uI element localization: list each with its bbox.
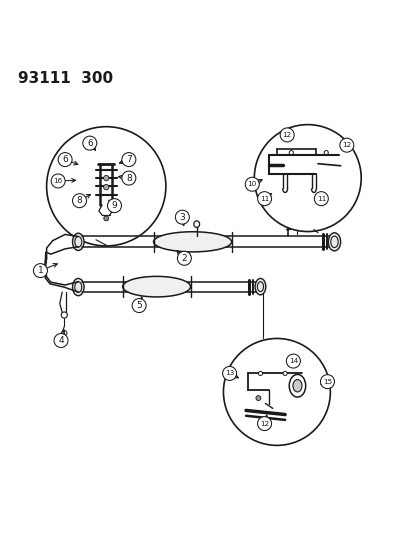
Ellipse shape	[328, 233, 340, 251]
Ellipse shape	[292, 379, 301, 392]
Ellipse shape	[282, 372, 287, 375]
Text: 11: 11	[259, 196, 268, 201]
Text: 8: 8	[76, 196, 82, 205]
Text: 12: 12	[259, 421, 268, 426]
Circle shape	[72, 193, 86, 208]
Ellipse shape	[61, 312, 67, 318]
Circle shape	[223, 338, 330, 446]
Circle shape	[320, 375, 334, 389]
Ellipse shape	[153, 232, 231, 252]
Ellipse shape	[255, 395, 260, 401]
Circle shape	[58, 152, 72, 167]
Text: 4: 4	[58, 336, 64, 345]
Circle shape	[177, 251, 191, 265]
Text: 6: 6	[62, 155, 68, 164]
Circle shape	[121, 171, 135, 185]
Text: 3: 3	[179, 213, 185, 222]
Ellipse shape	[72, 278, 84, 296]
Ellipse shape	[103, 184, 109, 190]
Circle shape	[254, 125, 360, 231]
Ellipse shape	[323, 150, 328, 155]
Circle shape	[286, 354, 299, 368]
Text: 13: 13	[224, 370, 234, 376]
Ellipse shape	[258, 372, 262, 375]
Circle shape	[33, 264, 47, 278]
Circle shape	[244, 177, 259, 191]
Circle shape	[280, 128, 294, 142]
Text: 93111  300: 93111 300	[18, 71, 113, 86]
Text: 12: 12	[282, 132, 291, 138]
Text: 1: 1	[38, 266, 43, 275]
Text: 12: 12	[342, 142, 351, 148]
Text: 9: 9	[112, 201, 117, 210]
Circle shape	[121, 152, 135, 167]
Circle shape	[257, 192, 271, 206]
Ellipse shape	[103, 175, 109, 181]
Circle shape	[222, 366, 236, 381]
Circle shape	[47, 127, 166, 246]
Text: 15: 15	[322, 378, 331, 385]
Circle shape	[83, 136, 97, 150]
Circle shape	[132, 298, 146, 312]
Text: 2: 2	[181, 254, 187, 263]
Text: 11: 11	[316, 196, 325, 201]
Circle shape	[339, 138, 353, 152]
Circle shape	[51, 174, 65, 188]
Circle shape	[257, 417, 271, 431]
Circle shape	[107, 199, 121, 213]
Ellipse shape	[289, 150, 293, 155]
Text: 14: 14	[288, 358, 297, 364]
Text: 8: 8	[126, 174, 131, 183]
Circle shape	[54, 334, 68, 348]
Text: 16: 16	[53, 178, 63, 184]
Text: 6: 6	[87, 139, 93, 148]
Ellipse shape	[72, 233, 84, 251]
Ellipse shape	[104, 216, 109, 221]
Text: 10: 10	[247, 181, 256, 187]
Ellipse shape	[62, 330, 67, 336]
Ellipse shape	[122, 277, 190, 297]
Circle shape	[175, 210, 189, 224]
Text: 5: 5	[136, 301, 142, 310]
Ellipse shape	[254, 278, 265, 295]
Circle shape	[313, 192, 328, 206]
Text: 7: 7	[126, 155, 131, 164]
